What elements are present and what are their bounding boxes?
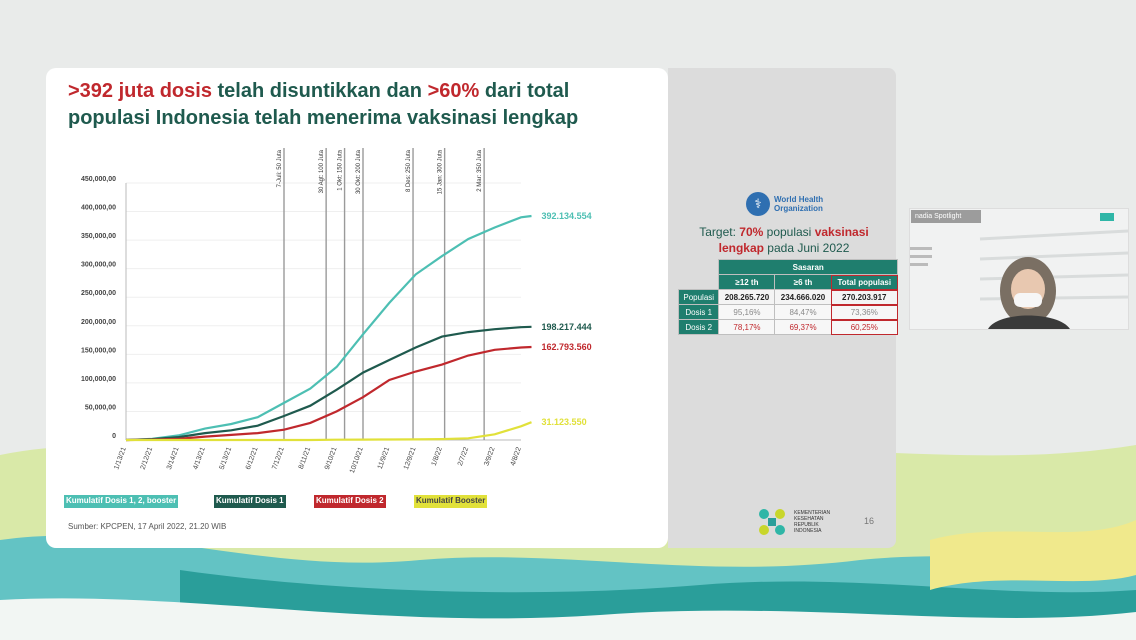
y-tick-label: 50,000,00: [85, 404, 116, 411]
series-end-label: 162.793.560: [542, 342, 592, 352]
table-cell: 78,17%: [718, 319, 776, 335]
video-participant-name: nadia Spotlight: [911, 210, 981, 223]
table-cell: 60,25%: [830, 319, 899, 335]
x-tick-label: 3/14/21: [166, 446, 181, 470]
row-label: Dosis 2: [677, 319, 720, 335]
x-tick-label: 5/13/21: [219, 446, 234, 470]
speaker-video-frame: [910, 209, 1128, 329]
table-cell: 234.666.020: [774, 289, 832, 305]
event-label: 7-Juli: 50 Juta: [277, 149, 283, 187]
table-corner-2: [679, 275, 719, 290]
y-tick-label: 150,000,00: [81, 347, 116, 354]
table-row: Dosis 2 78,17% 69,37% 60,25%: [677, 319, 899, 335]
who-line-1: World Health: [774, 195, 824, 204]
legend-dosis-1: Kumulatif Dosis 1: [214, 495, 286, 508]
legend-dosis-2: Kumulatif Dosis 2: [314, 495, 386, 508]
kemenkes-emblem-icon: [759, 509, 785, 535]
x-tick-label: 10/10/21: [349, 446, 365, 474]
y-tick-label: 100,000,00: [81, 376, 116, 383]
table-cell: 69,37%: [774, 319, 832, 335]
table-col-total: Total populasi: [830, 274, 899, 290]
slide: >392 juta dosis telah disuntikkan dan >6…: [46, 68, 668, 548]
event-label: 30 Agt: 100 Juta: [319, 149, 325, 193]
series-end-label: 31.123.550: [542, 417, 587, 427]
headline-dosis: >392 juta dosis: [68, 80, 212, 102]
who-logo: ⚕ World Health Organization: [746, 192, 834, 216]
table-col-12th: ≥12 th: [718, 274, 776, 290]
y-tick-label: 350,000,00: [81, 233, 116, 240]
legend-dosis-total: Kumulatif Dosis 1, 2, booster: [64, 495, 179, 508]
target-vaksinasi: vaksinasi lengkap: [718, 225, 869, 255]
event-label: 8 Des: 250 Juta: [406, 149, 412, 192]
kemenkes-line-1: KEMENTERIAN: [794, 510, 831, 516]
table-col-6th: ≥6 th: [774, 274, 832, 290]
table-cell: 95,16%: [718, 304, 776, 320]
series-line-2: [125, 325, 532, 442]
target-part-3: populasi: [763, 225, 815, 239]
speaker-video-tile[interactable]: nadia Spotlight: [909, 208, 1129, 330]
row-label: Dosis 1: [677, 304, 720, 320]
event-label: 1 Okt: 150 Juta: [338, 149, 344, 190]
table-cell: 208.265.720: [718, 289, 776, 305]
sasaran-table: Sasaran ≥12 th ≥6 th Total populasi Popu…: [677, 259, 899, 335]
y-tick-label: 0: [112, 433, 116, 440]
x-tick-label: 4/8/22: [510, 446, 523, 467]
kemenkes-logo: KEMENTERIAN KESEHATAN REPUBLIK INDONESIA: [754, 504, 846, 540]
headline-text-2: dari total populasi Indonesia telah mene…: [68, 80, 579, 129]
slide-right-panel: ⚕ World Health Organization Target: 70% …: [668, 68, 899, 548]
series-end-label: 392.134.554: [542, 211, 592, 221]
who-line-2: Organization: [774, 204, 823, 213]
page-number: 16: [864, 516, 875, 526]
target-part-1: Target:: [699, 225, 740, 239]
kemenkes-text: KEMENTERIAN KESEHATAN REPUBLIK INDONESIA: [794, 510, 846, 534]
y-tick-label: 400,000,00: [81, 205, 116, 212]
event-label: 2 Mar: 350 Juta: [477, 149, 483, 191]
vaccination-line-chart: 0 50,000,00 100,000,00 150,000,00 200,000,00…: [81, 148, 592, 474]
table-corner: [679, 260, 719, 275]
x-tick-label: 8/11/21: [298, 446, 312, 470]
x-tick-label: 2/12/21: [140, 446, 155, 470]
legend-booster: Kumulatif Booster: [414, 495, 488, 508]
who-emblem-icon: ⚕: [746, 192, 770, 216]
target-percent: 70%: [739, 225, 764, 239]
headline-text-1: telah disuntikkan dan: [211, 80, 428, 102]
target-text: Target: 70% populasi vaksinasi lengkap p…: [684, 224, 884, 256]
x-tick-label: 2/7/22: [457, 446, 470, 467]
headline: >392 juta dosis telah disuntikkan dan >6…: [68, 78, 648, 132]
y-tick-label: 250,000,00: [81, 290, 116, 297]
table-header-sasaran: Sasaran: [718, 259, 898, 275]
y-tick-label: 200,000,00: [81, 319, 116, 326]
x-tick-label: 1/13/21: [113, 446, 128, 470]
table-row: Populasi 208.265.720 234.666.020 270.203…: [677, 289, 899, 305]
who-logo-text: World Health Organization: [774, 195, 834, 213]
y-tick-label: 450,000,00: [81, 176, 116, 183]
x-tick-label: 6/12/21: [245, 446, 260, 470]
x-tick-label: 9/10/21: [324, 446, 339, 470]
x-tick-label: 11/9/21: [377, 446, 391, 470]
table-cell: 84,47%: [774, 304, 832, 320]
y-tick-label: 300,000,00: [81, 262, 116, 269]
headline-percent: >60%: [427, 80, 480, 102]
target-part-5: pada Juni 2022: [763, 241, 850, 255]
x-tick-label: 3/9/22: [483, 446, 496, 467]
series-end-label: 198.217.444: [542, 322, 592, 332]
x-tick-label: 7/12/21: [271, 446, 286, 470]
series-line-1: [125, 214, 532, 442]
kemenkes-line-3: REPUBLIK: [794, 522, 819, 528]
event-label: 30 Okt: 200 Juta: [356, 149, 362, 194]
source-note: Sumber: KPCPEN, 17 April 2022, 21.20 WIB: [68, 522, 227, 531]
event-label: 15 Jan: 300 Juta: [438, 149, 444, 194]
x-tick-label: 12/9/21: [403, 446, 418, 470]
series-line-3: [125, 345, 532, 442]
kemenkes-line-2: KESEHATAN: [794, 516, 824, 522]
x-tick-label: 4/13/21: [192, 446, 207, 470]
x-tick-label: 1/8/22: [431, 446, 444, 467]
table-cell: 73,36%: [830, 304, 899, 320]
table-cell: 270.203.917: [830, 289, 899, 305]
series-line-4: [126, 421, 532, 442]
kemenkes-line-4: INDONESIA: [794, 528, 822, 534]
table-row: Dosis 1 95,16% 84,47% 73,36%: [677, 304, 899, 320]
row-label: Populasi: [677, 289, 720, 305]
